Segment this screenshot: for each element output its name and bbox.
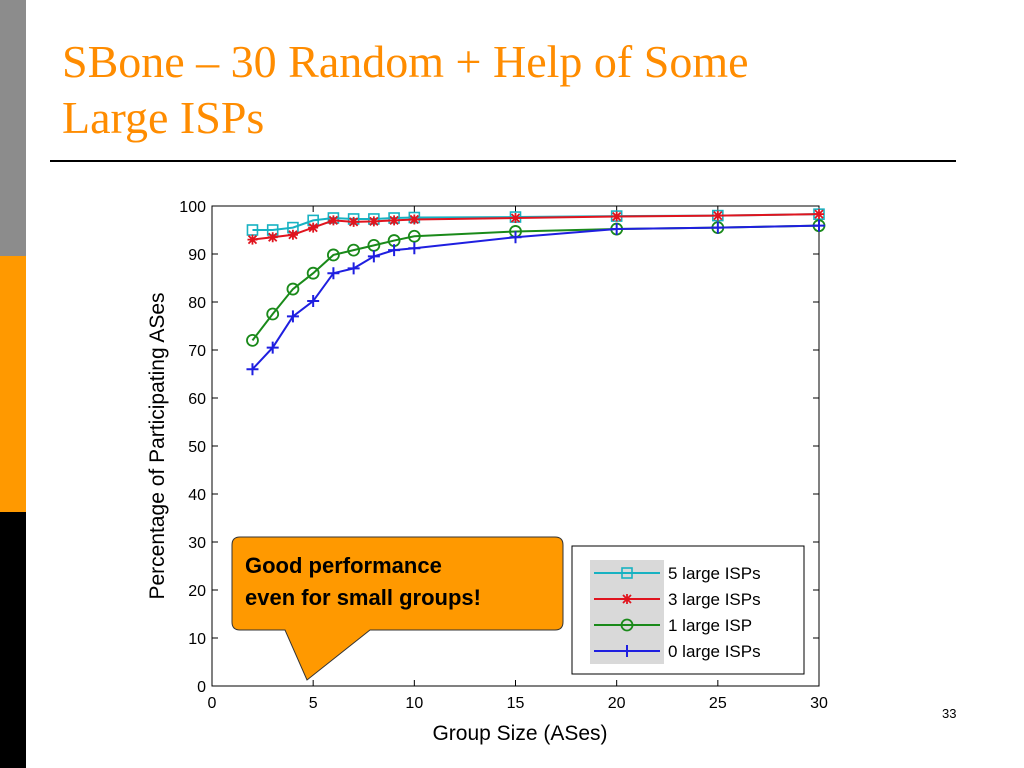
slide-title: SBone – 30 Random + Help of Some Large I… <box>62 34 962 146</box>
legend-marker <box>621 567 633 579</box>
data-point <box>286 282 300 296</box>
x-tick-label: 20 <box>608 695 626 712</box>
callout-bubble <box>231 536 564 681</box>
data-point <box>711 221 724 234</box>
legend-item: 3 large ISPs <box>594 590 761 609</box>
data-point <box>246 363 259 376</box>
callout-line2: even for small groups! <box>245 585 481 610</box>
data-point <box>510 213 521 223</box>
data-point <box>327 267 340 280</box>
legend-marker <box>622 594 632 604</box>
title-divider <box>50 160 956 162</box>
y-tick-label: 10 <box>188 631 206 648</box>
y-tick-label: 40 <box>188 487 206 504</box>
data-point <box>326 248 340 262</box>
y-tick-label: 80 <box>188 295 206 312</box>
data-point <box>267 232 278 243</box>
data-point <box>367 250 380 263</box>
legend-items: 5 large ISPs 3 large ISPs 1 large ISP 0 lar… <box>594 564 761 661</box>
callout-line1: Good performance <box>245 553 442 578</box>
data-point <box>347 243 361 257</box>
legend-marker <box>620 618 634 632</box>
data-point <box>348 216 359 227</box>
series-layer <box>246 208 826 376</box>
data-point <box>509 231 522 244</box>
series-3-large-isps <box>247 209 824 245</box>
y-tick-label: 100 <box>179 199 206 216</box>
y-tick-label: 60 <box>188 391 206 408</box>
data-point <box>308 222 319 233</box>
data-point <box>266 307 280 321</box>
data-point <box>389 215 400 226</box>
data-point <box>347 262 360 275</box>
page-number: 33 <box>942 706 957 721</box>
data-point <box>307 295 320 308</box>
slide-title-line2: Large ISPs <box>62 92 265 143</box>
legend-item: 1 large ISP <box>594 616 752 635</box>
data-point <box>610 223 623 236</box>
x-tick-label: 25 <box>709 695 727 712</box>
legend-label: 0 large ISPs <box>668 642 761 661</box>
sidebar-gray-block <box>0 0 26 256</box>
legend-label: 5 large ISPs <box>668 564 761 583</box>
data-point <box>408 242 421 255</box>
y-tick-label: 0 <box>197 679 206 696</box>
sidebar-black-block <box>0 512 26 768</box>
data-point <box>409 214 420 225</box>
data-point <box>247 234 258 245</box>
legend-marker <box>621 645 633 657</box>
data-point <box>306 266 320 280</box>
y-axis-label: Percentage of Participating ASes <box>146 292 169 599</box>
data-point <box>368 216 379 227</box>
x-tick-label: 30 <box>810 695 828 712</box>
series-0-large-isps <box>246 219 825 376</box>
y-tick-label: 70 <box>188 343 206 360</box>
callout-text: Good performance even for small groups! <box>245 550 481 614</box>
data-point <box>328 215 339 226</box>
axis-ticks: 0 5 10 15 20 25 30 0 10 20 30 40 50 60 70 80 90 100 <box>179 199 828 712</box>
data-point <box>287 229 298 240</box>
data-point <box>388 244 401 257</box>
data-point <box>712 210 723 221</box>
data-point <box>611 211 622 222</box>
x-axis-label: Group Size (ASes) <box>432 722 607 745</box>
legend-item: 0 large ISPs <box>594 642 761 661</box>
sidebar-orange-block <box>0 256 26 512</box>
data-point <box>266 341 279 354</box>
data-point <box>407 229 421 243</box>
x-tick-label: 15 <box>507 695 525 712</box>
x-tick-label: 5 <box>309 695 318 712</box>
y-tick-label: 30 <box>188 535 206 552</box>
y-tick-label: 50 <box>188 439 206 456</box>
data-point <box>813 219 825 232</box>
legend-item: 5 large ISPs <box>594 564 761 583</box>
x-tick-label: 10 <box>405 695 423 712</box>
x-tick-label: 0 <box>208 695 217 712</box>
data-point <box>246 333 259 347</box>
y-tick-label: 20 <box>188 583 206 600</box>
chart-legend: 5 large ISPs 3 large ISPs 1 large ISP 0 lar… <box>571 545 805 675</box>
y-tick-label: 90 <box>188 247 206 264</box>
data-point <box>286 310 299 323</box>
data-point <box>814 209 824 220</box>
legend-label: 3 large ISPs <box>668 590 761 609</box>
legend-label: 1 large ISP <box>668 616 752 635</box>
slide-title-line1: SBone – 30 Random + Help of Some <box>62 36 749 87</box>
